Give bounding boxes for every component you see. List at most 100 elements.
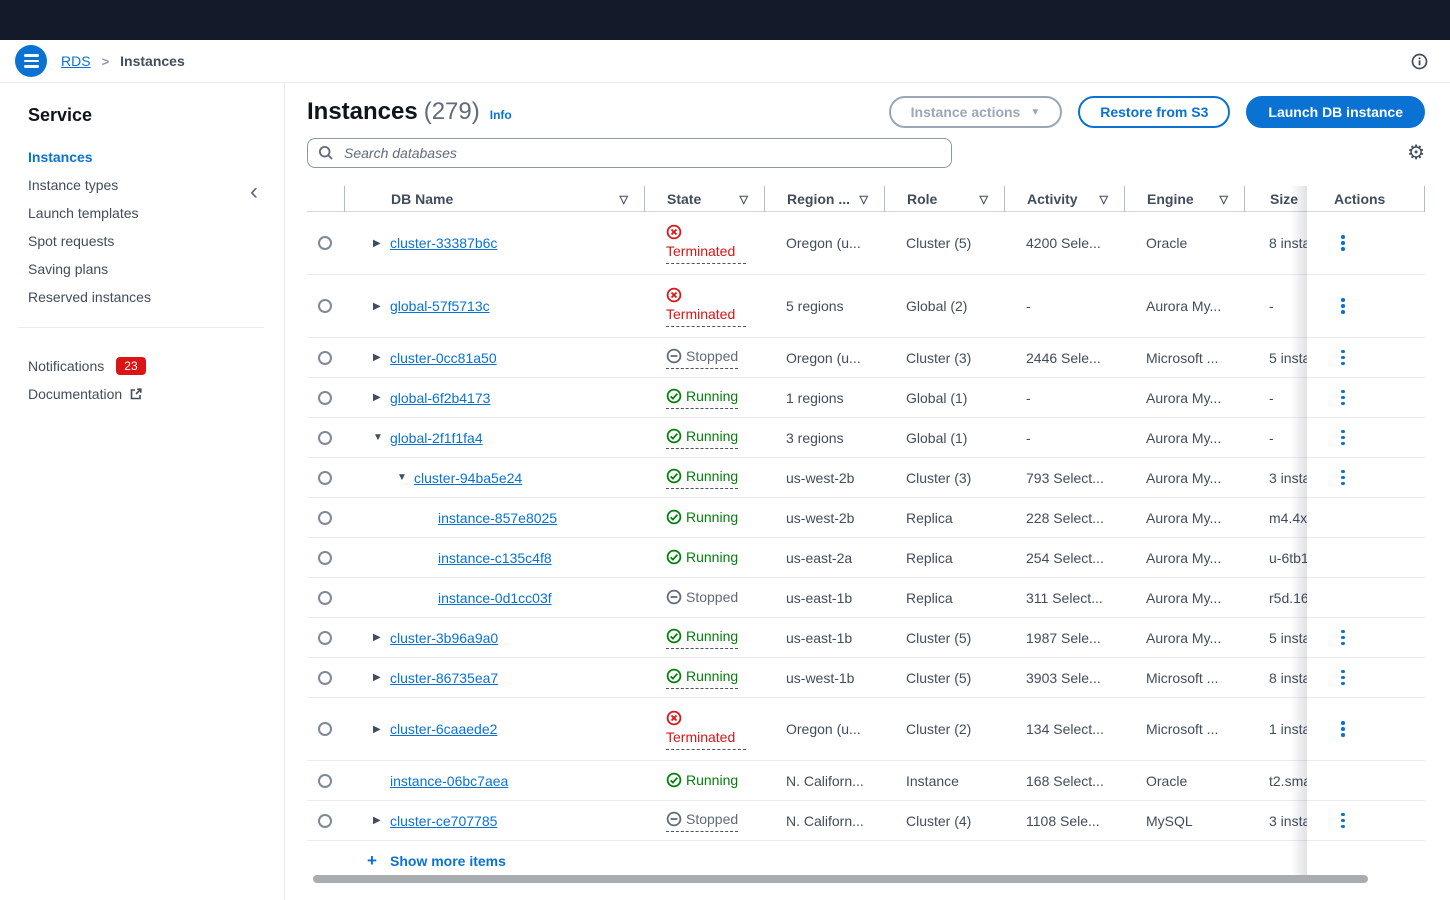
expand-toggle-icon[interactable]: ▶ — [373, 815, 381, 826]
db-name-link[interactable]: instance-0d1cc03f — [438, 589, 552, 606]
db-name-link[interactable]: global-57f5713c — [390, 298, 490, 314]
row-radio-button[interactable] — [318, 722, 332, 736]
sort-icon[interactable]: ▽ — [739, 193, 748, 206]
db-name-link[interactable]: global-6f2b4173 — [390, 389, 491, 406]
activity-cell-value: 793 Select... — [1026, 469, 1104, 486]
breadcrumb-link-rds[interactable]: RDS — [61, 53, 91, 69]
db-name-link[interactable]: cluster-6caaede2 — [390, 721, 498, 737]
row-actions-kebab-icon[interactable] — [1338, 627, 1348, 649]
role-cell-value: Replica — [906, 509, 953, 526]
show-more-items-link[interactable]: Show more items — [390, 853, 506, 869]
engine-cell-value: Aurora My... — [1146, 589, 1222, 606]
activity-cell-value: 134 Select... — [1026, 721, 1104, 737]
row-radio-button[interactable] — [318, 670, 332, 685]
search-input[interactable] — [342, 144, 941, 162]
db-name-link[interactable]: cluster-3b96a9a0 — [390, 629, 499, 646]
column-header-size: Size — [1244, 186, 1307, 212]
sort-icon[interactable]: ▽ — [619, 193, 628, 206]
sort-icon[interactable]: ▽ — [1099, 193, 1108, 206]
region-cell-value: us-west-2b — [786, 509, 855, 526]
sidebar-item-instance-types[interactable]: Instance types — [28, 171, 284, 199]
engine-cell: Aurora My... — [1124, 458, 1244, 497]
row-radio-button[interactable] — [318, 430, 332, 445]
column-header-name[interactable]: DB Name ▽ — [344, 186, 644, 212]
column-header-activity[interactable]: Activity ▽ — [1004, 186, 1124, 212]
column-header-state[interactable]: State ▽ — [644, 186, 764, 212]
sidebar-item-label: Documentation — [28, 386, 123, 402]
expand-toggle-icon[interactable]: ▶ — [373, 672, 381, 683]
expand-toggle-icon[interactable]: ▶ — [373, 632, 381, 643]
column-header-role[interactable]: Role ▽ — [884, 186, 1004, 212]
row-actions-kebab-icon[interactable] — [1338, 810, 1348, 832]
row-radio-button[interactable] — [318, 550, 332, 565]
row-actions-kebab-icon[interactable] — [1338, 467, 1348, 489]
engine-cell-value: Microsoft ... — [1146, 349, 1219, 366]
expand-toggle-icon[interactable]: ▼ — [373, 432, 383, 443]
db-name-link[interactable]: cluster-94ba5e24 — [414, 469, 523, 486]
collapse-panel-icon[interactable]: ‹ — [250, 178, 258, 205]
sidebar-item-reserved-instances[interactable]: Reserved instances — [28, 283, 284, 311]
instance-actions-button[interactable]: Instance actions ▼ — [888, 96, 1063, 128]
db-name-link[interactable]: cluster-86735ea7 — [390, 669, 499, 686]
info-link[interactable]: Info — [489, 108, 512, 122]
expand-toggle-icon[interactable]: ▶ — [373, 237, 381, 249]
sidebar-item-notifications[interactable]: Notifications 23 — [28, 352, 284, 380]
expand-toggle-icon[interactable]: ▶ — [373, 300, 381, 312]
db-name-link[interactable]: instance-06bc7aea — [390, 772, 509, 789]
launch-db-instance-button[interactable]: Launch DB instance — [1246, 96, 1425, 128]
top-nav-bar — [0, 0, 1450, 40]
activity-cell: 168 Select... — [1004, 761, 1124, 800]
db-name-link[interactable]: instance-857e8025 — [438, 509, 558, 526]
sidebar-item-saving-plans[interactable]: Saving plans — [28, 255, 284, 283]
column-header-engine[interactable]: Engine ▽ — [1124, 186, 1244, 212]
expand-toggle-icon[interactable]: ▶ — [373, 723, 381, 735]
size-cell-value: 3 insta — [1269, 469, 1307, 486]
sidebar-item-spot-requests[interactable]: Spot requests — [28, 227, 284, 255]
row-actions-kebab-icon[interactable] — [1338, 667, 1348, 689]
row-actions-kebab-icon[interactable] — [1338, 295, 1348, 317]
actions-cell — [1307, 698, 1425, 760]
db-name-link[interactable]: global-2f1f1fa4 — [390, 429, 483, 446]
row-actions-kebab-icon[interactable] — [1338, 427, 1348, 449]
hamburger-menu-button[interactable] — [15, 45, 47, 77]
db-name-link[interactable]: instance-c135c4f8 — [438, 549, 552, 566]
row-radio-button[interactable] — [318, 390, 332, 405]
horizontal-scrollbar[interactable] — [313, 875, 1368, 883]
db-name-link[interactable]: cluster-0cc81a50 — [390, 349, 497, 366]
row-actions-kebab-icon[interactable] — [1338, 718, 1348, 740]
row-actions-kebab-icon[interactable] — [1338, 232, 1348, 254]
sort-icon[interactable]: ▽ — [979, 193, 988, 206]
sidebar-item-documentation[interactable]: Documentation — [28, 380, 284, 408]
state-badge: Running — [666, 627, 739, 649]
row-radio-button[interactable] — [318, 510, 332, 525]
row-radio-button[interactable] — [318, 470, 332, 485]
engine-cell: Aurora My... — [1124, 578, 1244, 617]
row-radio-button[interactable] — [318, 350, 332, 365]
sidebar-item-instances[interactable]: Instances — [28, 143, 284, 171]
db-name-link[interactable]: cluster-33387b6c — [390, 235, 498, 251]
restore-from-s3-button[interactable]: Restore from S3 — [1078, 96, 1231, 128]
sort-icon[interactable]: ▽ — [1219, 193, 1228, 206]
row-actions-kebab-icon[interactable] — [1338, 387, 1348, 409]
sort-icon[interactable]: ▽ — [859, 193, 868, 206]
search-box[interactable] — [307, 138, 952, 168]
row-radio-button[interactable] — [318, 630, 332, 645]
expand-toggle-icon[interactable]: ▶ — [373, 352, 381, 363]
expand-toggle-icon[interactable]: ▶ — [373, 392, 381, 403]
row-actions-kebab-icon[interactable] — [1338, 347, 1348, 369]
row-radio-button[interactable] — [318, 299, 332, 313]
table-settings-gear-icon[interactable]: ⚙ — [1407, 142, 1425, 164]
column-header-region[interactable]: Region ... ▽ — [764, 186, 884, 212]
column-header-select — [307, 186, 344, 212]
row-radio-button[interactable] — [318, 236, 332, 250]
row-radio-button[interactable] — [318, 813, 332, 828]
expand-toggle-icon[interactable]: ▼ — [397, 472, 407, 483]
state-cell: Stopped — [644, 801, 764, 840]
sidebar-item-launch-templates[interactable]: Launch templates — [28, 199, 284, 227]
db-name-link[interactable]: cluster-ce707785 — [390, 812, 498, 829]
role-cell-value: Global (1) — [906, 389, 968, 406]
info-circle-icon[interactable] — [1411, 53, 1428, 70]
row-radio-button[interactable] — [318, 590, 332, 605]
row-radio-button[interactable] — [318, 773, 332, 788]
table-row: ▶ cluster-0cc81a50 Stopped Oregon (u... Clus… — [307, 338, 1425, 378]
